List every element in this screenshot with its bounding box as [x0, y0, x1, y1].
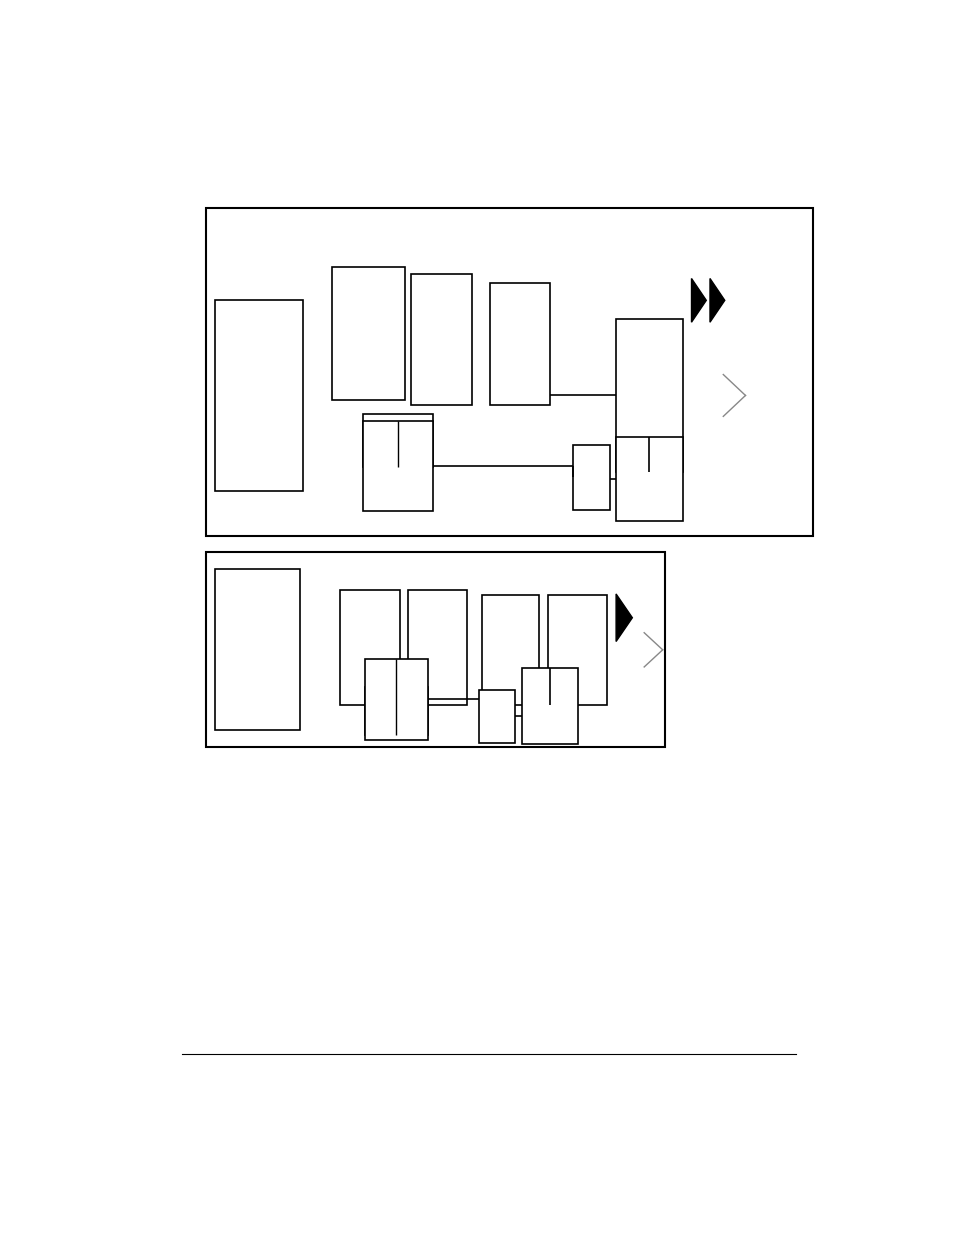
Bar [573, 445, 610, 510]
Polygon shape [709, 278, 724, 322]
Bar [547, 595, 606, 704]
Bar [411, 274, 472, 405]
Bar [332, 267, 404, 400]
Bar [215, 300, 302, 490]
Bar [324, 241, 613, 521]
Bar [490, 283, 549, 405]
Bar [481, 595, 538, 704]
Bar [478, 690, 515, 742]
Bar [339, 590, 400, 704]
Bar [616, 437, 682, 521]
Polygon shape [691, 278, 705, 322]
Bar [407, 590, 466, 704]
Bar [206, 209, 812, 536]
Bar [364, 688, 427, 735]
Bar [616, 320, 682, 472]
Bar [215, 568, 300, 730]
Bar [363, 415, 433, 467]
Bar [521, 668, 577, 745]
Bar [206, 552, 664, 747]
Polygon shape [616, 594, 632, 641]
Bar [364, 658, 427, 740]
Bar [363, 421, 433, 511]
